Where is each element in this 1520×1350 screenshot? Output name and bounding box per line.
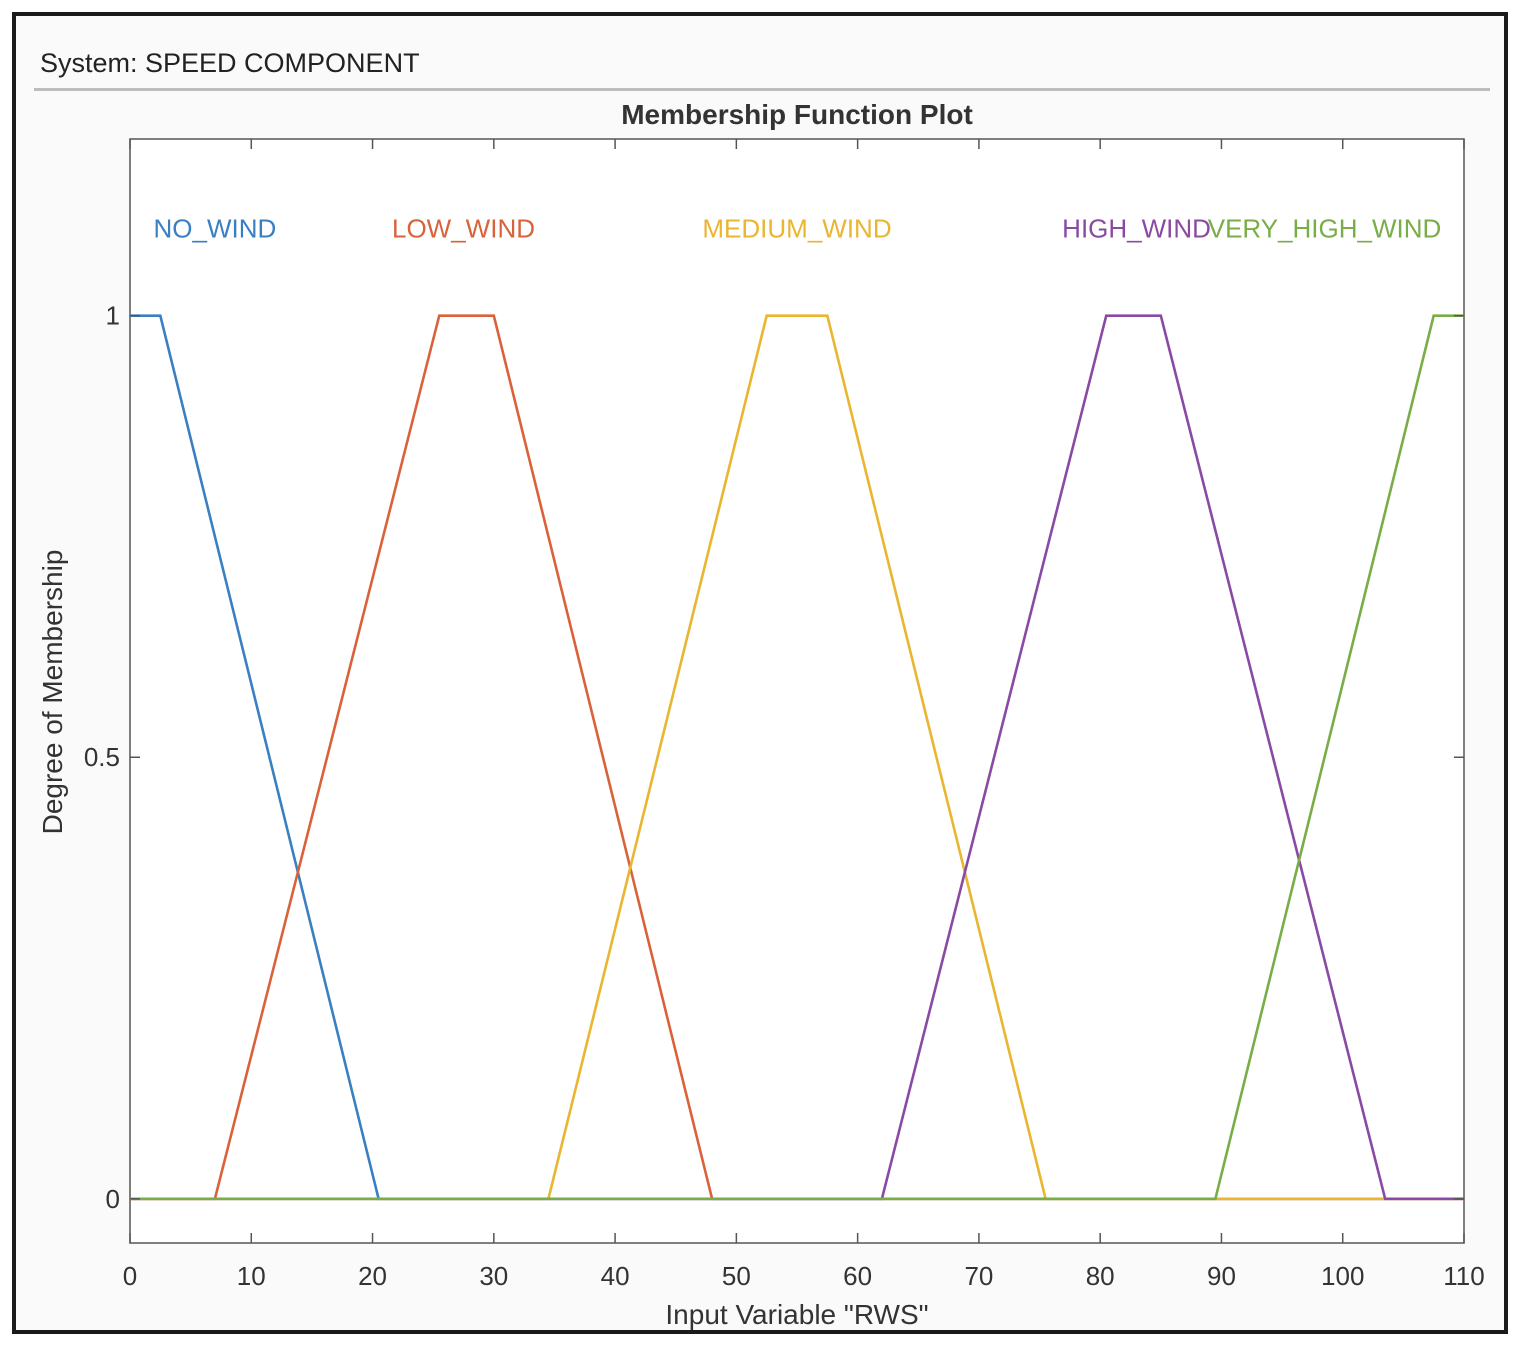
y-axis-label: Degree of Membership: [37, 550, 68, 835]
series-label-no-wind: NO_WIND: [154, 214, 277, 244]
tick-layer: 0 10 20 30 40 50 60 70 80 90 100 110 0 0.5 1: [84, 139, 1485, 1291]
series-line-very-high-wind: [130, 314, 1464, 1201]
chart-title: Membership Function Plot: [621, 99, 973, 130]
x-tick-label: 70: [964, 1261, 993, 1291]
x-tick-label: 90: [1207, 1261, 1236, 1291]
series-label-high-wind: HIGH_WIND: [1062, 214, 1211, 244]
system-divider: [34, 88, 1490, 91]
x-tick-label: 100: [1321, 1261, 1364, 1291]
x-tick-label: 20: [358, 1261, 387, 1291]
y-tick-label: 0.5: [84, 742, 120, 772]
x-tick-label: 0: [123, 1261, 137, 1291]
x-tick-label: 60: [843, 1261, 872, 1291]
series-label-layer: NO_WIND LOW_WIND MEDIUM_WIND HIGH_WINDVERY_…: [154, 214, 1442, 244]
x-tick-label: 40: [601, 1261, 630, 1291]
x-tick-label: 80: [1086, 1261, 1115, 1291]
series-label-medium-wind: MEDIUM_WIND: [702, 214, 891, 244]
x-tick-label: 30: [479, 1261, 508, 1291]
series-layer: [130, 314, 1464, 1201]
series-label-very-high-wind: VERY_HIGH_WIND: [1208, 214, 1442, 244]
x-axis-label: Input Variable "RWS": [665, 1299, 928, 1330]
x-tick-label: 50: [722, 1261, 751, 1291]
system-label: System: SPEED COMPONENT: [40, 48, 420, 78]
y-tick-label: 0: [106, 1184, 120, 1214]
x-tick-label: 110: [1443, 1261, 1484, 1291]
y-tick-label: 1: [106, 301, 120, 331]
plot-area: [129, 138, 1465, 1244]
series-label-low-wind: LOW_WIND: [392, 214, 535, 244]
x-tick-label: 10: [237, 1261, 266, 1291]
